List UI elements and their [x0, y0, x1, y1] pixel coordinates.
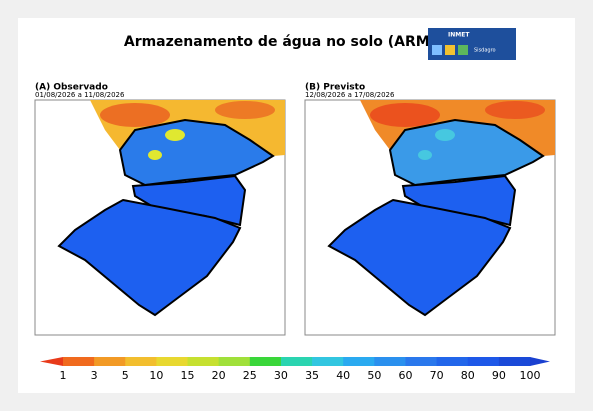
region-spot — [100, 103, 170, 127]
region-spot — [485, 101, 545, 119]
logo-icon — [458, 45, 468, 55]
colorbar-segment — [436, 357, 469, 366]
colorbar-label: 80 — [461, 369, 475, 382]
colorbar-segment — [156, 357, 189, 366]
colorbar-label: 1 — [60, 369, 67, 382]
colorbar-label: 5 — [122, 369, 129, 382]
colorbar-label: 40 — [336, 369, 350, 382]
colorbar-arrow — [530, 357, 550, 366]
colorbar-label: 10 — [149, 369, 163, 382]
map-panel — [304, 99, 556, 336]
colorbar-segment — [312, 357, 344, 366]
colorbar-segment — [63, 357, 95, 366]
colorbar-arrow — [40, 357, 63, 366]
title: Armazenamento de água no solo (ARM) — [124, 34, 436, 50]
colorbar-segment — [218, 357, 251, 366]
region-spot — [418, 150, 432, 160]
colorbar-segment — [498, 357, 531, 366]
region-spot — [148, 150, 162, 160]
logo-name: INMET — [448, 32, 470, 39]
region-spot — [165, 129, 185, 141]
colorbar-label: 30 — [274, 369, 288, 382]
colorbar-segment — [343, 357, 375, 366]
colorbar-label: 25 — [243, 369, 257, 382]
colorbar-label: 90 — [492, 369, 506, 382]
colorbar-segment — [187, 357, 220, 366]
colorbar-segment — [374, 357, 406, 366]
state — [401, 174, 517, 227]
logo: INMET Sisdagro — [428, 28, 516, 60]
colorbar-label: 70 — [430, 369, 444, 382]
region-spot — [435, 129, 455, 141]
state — [388, 118, 545, 187]
state — [118, 118, 275, 187]
panel-period: 12/08/2026 a 17/08/2026 — [305, 91, 395, 99]
panel-label: (B) Previsto — [305, 83, 365, 93]
map-panel — [34, 99, 286, 336]
colorbar-segment — [125, 357, 157, 366]
colorbar-label: 35 — [305, 369, 319, 382]
colorbar-segment — [405, 357, 438, 366]
state — [57, 198, 242, 317]
colorbar-label: 15 — [181, 369, 195, 382]
colorbar-label: 3 — [91, 369, 98, 382]
colorbar-label: 60 — [398, 369, 412, 382]
region-spot — [215, 101, 275, 119]
panel-period: 01/08/2026 a 11/08/2026 — [35, 91, 125, 99]
panel-label: (A) Observado — [35, 83, 108, 93]
logo-bg — [428, 28, 516, 60]
logo-icon — [432, 45, 442, 55]
region-spot — [370, 103, 440, 127]
colorbar-label: 20 — [212, 369, 226, 382]
colorbar-label: 100 — [520, 369, 541, 382]
colorbar-segment — [249, 357, 282, 366]
colorbar-segment — [467, 357, 500, 366]
logo-product: Sisdagro — [474, 48, 496, 54]
state — [131, 174, 247, 227]
logo-icon — [445, 45, 455, 55]
colorbar-label: 50 — [367, 369, 381, 382]
colorbar-segment — [94, 357, 126, 366]
colorbar-segment — [280, 357, 313, 366]
state — [327, 198, 512, 317]
